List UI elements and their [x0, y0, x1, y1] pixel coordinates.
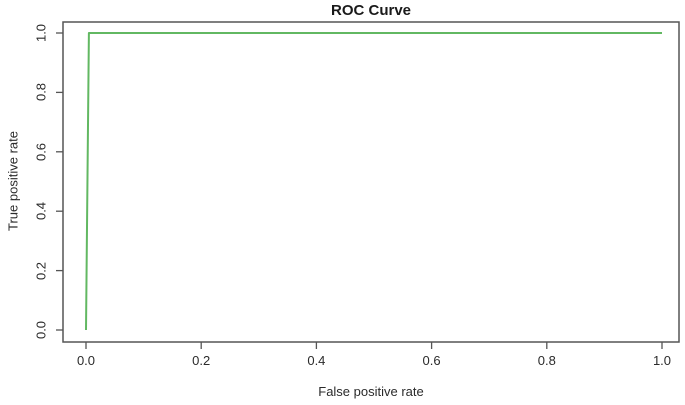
x-tick-label: 1.0: [652, 353, 672, 368]
chart-title: ROC Curve: [330, 2, 412, 19]
x-tick-label: 0.6: [422, 353, 441, 368]
y-axis-label: True positive rate: [5, 131, 21, 231]
roc-curve-line: [85, 32, 662, 331]
y-tick-label: 0.8: [33, 83, 49, 102]
y-tick-label: 0.0: [33, 320, 49, 340]
y-tick-label: 1.0: [33, 23, 49, 43]
plot-box: [62, 21, 680, 343]
y-tick-label: 0.4: [33, 202, 49, 221]
y-tick-label: 0.2: [33, 261, 49, 280]
x-tick-label: 0.4: [307, 353, 326, 368]
x-axis-label: False positive rate: [318, 384, 424, 399]
y-tick-label: 0.6: [33, 142, 49, 161]
x-tick-label: 0.2: [192, 353, 211, 368]
x-tick-label: 0.0: [76, 353, 96, 368]
x-tick-label: 0.8: [537, 353, 556, 368]
